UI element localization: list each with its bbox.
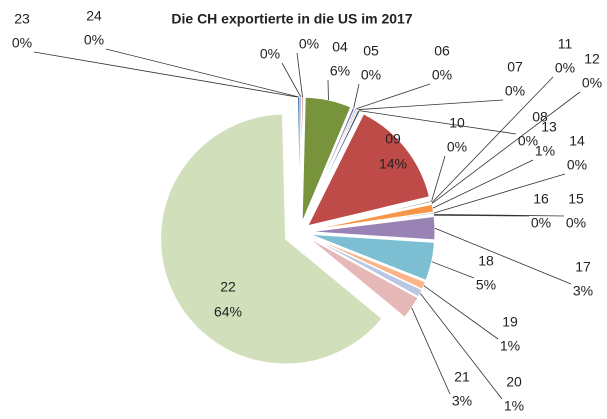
leader-line	[434, 227, 572, 285]
slice-label: 18	[478, 253, 494, 269]
pie-slice	[306, 113, 431, 227]
slice-value-label: 1%	[504, 398, 524, 414]
slice-label: 08	[532, 109, 548, 125]
slice-label: 22	[220, 279, 236, 295]
slice-value-label: 0%	[432, 67, 452, 83]
slice-label: 19	[502, 314, 518, 330]
leader-line	[281, 62, 302, 98]
slice-label: 05	[363, 43, 379, 59]
slice-label: 12	[584, 51, 600, 67]
slice-label: 21	[454, 369, 470, 385]
slice-label: 07	[507, 59, 523, 75]
slice-value-label: 0%	[531, 215, 551, 231]
slice-value-label: 0%	[447, 139, 467, 155]
chart-title: Die CH exportierte in die US im 2017	[171, 11, 412, 27]
leader-line	[296, 52, 303, 98]
leader-line	[423, 285, 499, 340]
leader-line	[419, 293, 503, 400]
slice-value-label: 64%	[214, 304, 242, 320]
slice-value-label: 0%	[582, 75, 602, 91]
slice-value-label: 0%	[555, 60, 575, 76]
slice-label: 20	[506, 374, 522, 390]
slice-value-label: 0%	[361, 67, 381, 83]
slice-value-label: 0%	[505, 83, 525, 99]
pie-slice	[160, 113, 383, 365]
slice-value-label: 0%	[84, 32, 104, 48]
slice-label: 23	[14, 11, 30, 27]
pie-slice	[299, 96, 304, 223]
pie-slice	[309, 233, 436, 281]
slice-value-label: 0%	[566, 215, 586, 231]
slice-label: 06	[434, 43, 450, 59]
pie-slice	[307, 237, 419, 318]
slice-value-label: 3%	[573, 283, 593, 299]
slice-value-label: 1%	[500, 338, 520, 354]
pie-slice	[309, 215, 436, 241]
leader-line	[411, 307, 451, 395]
slice-value-label: 0%	[12, 35, 32, 51]
slice-value-label: 5%	[476, 277, 496, 293]
leader-line	[355, 83, 431, 110]
leader-line	[359, 110, 517, 135]
leader-line	[431, 261, 475, 279]
slice-value-label: 0%	[567, 157, 587, 173]
slice-label: 04	[332, 39, 348, 55]
slice-value-label: 6%	[330, 63, 350, 79]
leader-line	[33, 51, 298, 98]
slice-label: 09	[385, 131, 401, 147]
slice-value-label: 1%	[535, 143, 555, 159]
leader-line	[353, 83, 360, 109]
slice-label: 14	[569, 133, 585, 149]
slice-value-label: 0%	[299, 36, 319, 52]
slice-value-label: 14%	[379, 156, 407, 172]
slice-label: 16	[533, 191, 549, 207]
leader-line	[431, 155, 446, 202]
leader-line	[432, 159, 534, 209]
slice-label: 24	[86, 8, 102, 24]
leader-line	[433, 213, 565, 217]
pie-slice	[301, 96, 352, 223]
slice-label: 11	[558, 36, 573, 52]
leader-line	[357, 99, 504, 111]
slice-label: 10	[449, 115, 465, 131]
slice-value-label: 0%	[518, 133, 538, 149]
leader-line	[431, 76, 554, 204]
leader-line	[105, 48, 299, 98]
slice-value-label: 3%	[452, 393, 472, 409]
leader-line	[431, 91, 581, 204]
slice-label: 15	[568, 191, 584, 207]
leader-line	[433, 214, 530, 217]
leader-line	[433, 173, 566, 214]
slice-label: 13	[541, 119, 557, 135]
slice-value-label: 0%	[260, 46, 280, 62]
slice-label: 17	[575, 259, 591, 275]
